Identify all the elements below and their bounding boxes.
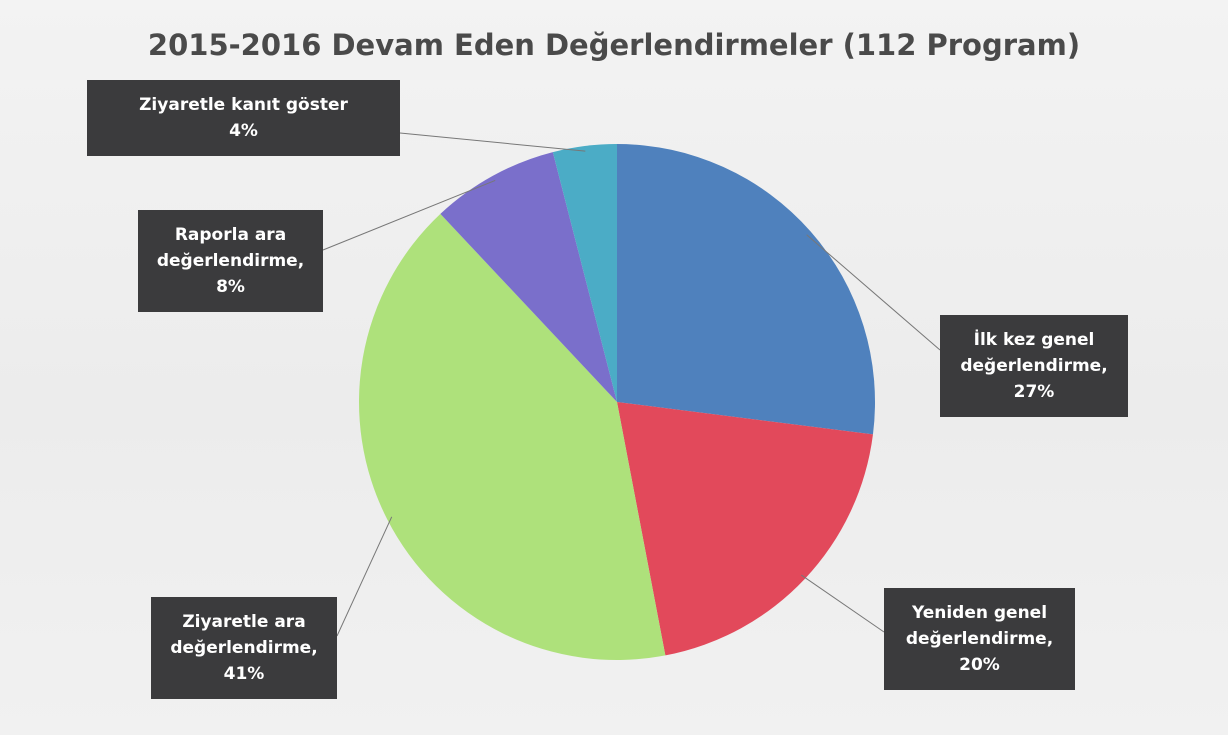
label-value: 20% <box>959 655 1000 675</box>
leader-line <box>806 234 941 351</box>
data-label: Raporla ara değerlendirme, 8% <box>138 210 323 312</box>
leader-line <box>322 179 496 251</box>
label-value: 27% <box>1013 382 1055 402</box>
label-category: Raporla ara değerlendirme, <box>156 225 305 271</box>
label-value: 4% <box>229 121 258 141</box>
pie-slice <box>359 213 666 661</box>
pie-slice <box>617 144 875 435</box>
chart-title: 2015-2016 Devam Eden Değerlendirmeler (1… <box>147 28 1081 62</box>
data-label: İlk kez genel değerlendirme, 27% <box>940 315 1128 417</box>
label-category: Ziyaretle kanıt göster <box>139 95 348 115</box>
leader-line <box>399 132 586 152</box>
data-label: Ziyaretle ara değerlendirme, 41% <box>151 597 337 699</box>
data-label: Ziyaretle kanıt göster 4% <box>87 80 400 156</box>
pie-slice <box>617 402 873 656</box>
label-value: 41% <box>223 664 265 684</box>
label-category: Ziyaretle ara değerlendirme, <box>170 612 318 658</box>
leader-line <box>801 574 885 633</box>
data-label: Yeniden genel değerlendirme, 20% <box>884 588 1075 690</box>
pie-slice <box>440 152 617 402</box>
label-value: 8% <box>216 277 245 297</box>
pie-slice <box>552 144 617 402</box>
leader-line <box>336 516 393 637</box>
label-category: Yeniden genel değerlendirme, <box>905 603 1054 649</box>
label-category: İlk kez genel değerlendirme, <box>960 330 1108 376</box>
